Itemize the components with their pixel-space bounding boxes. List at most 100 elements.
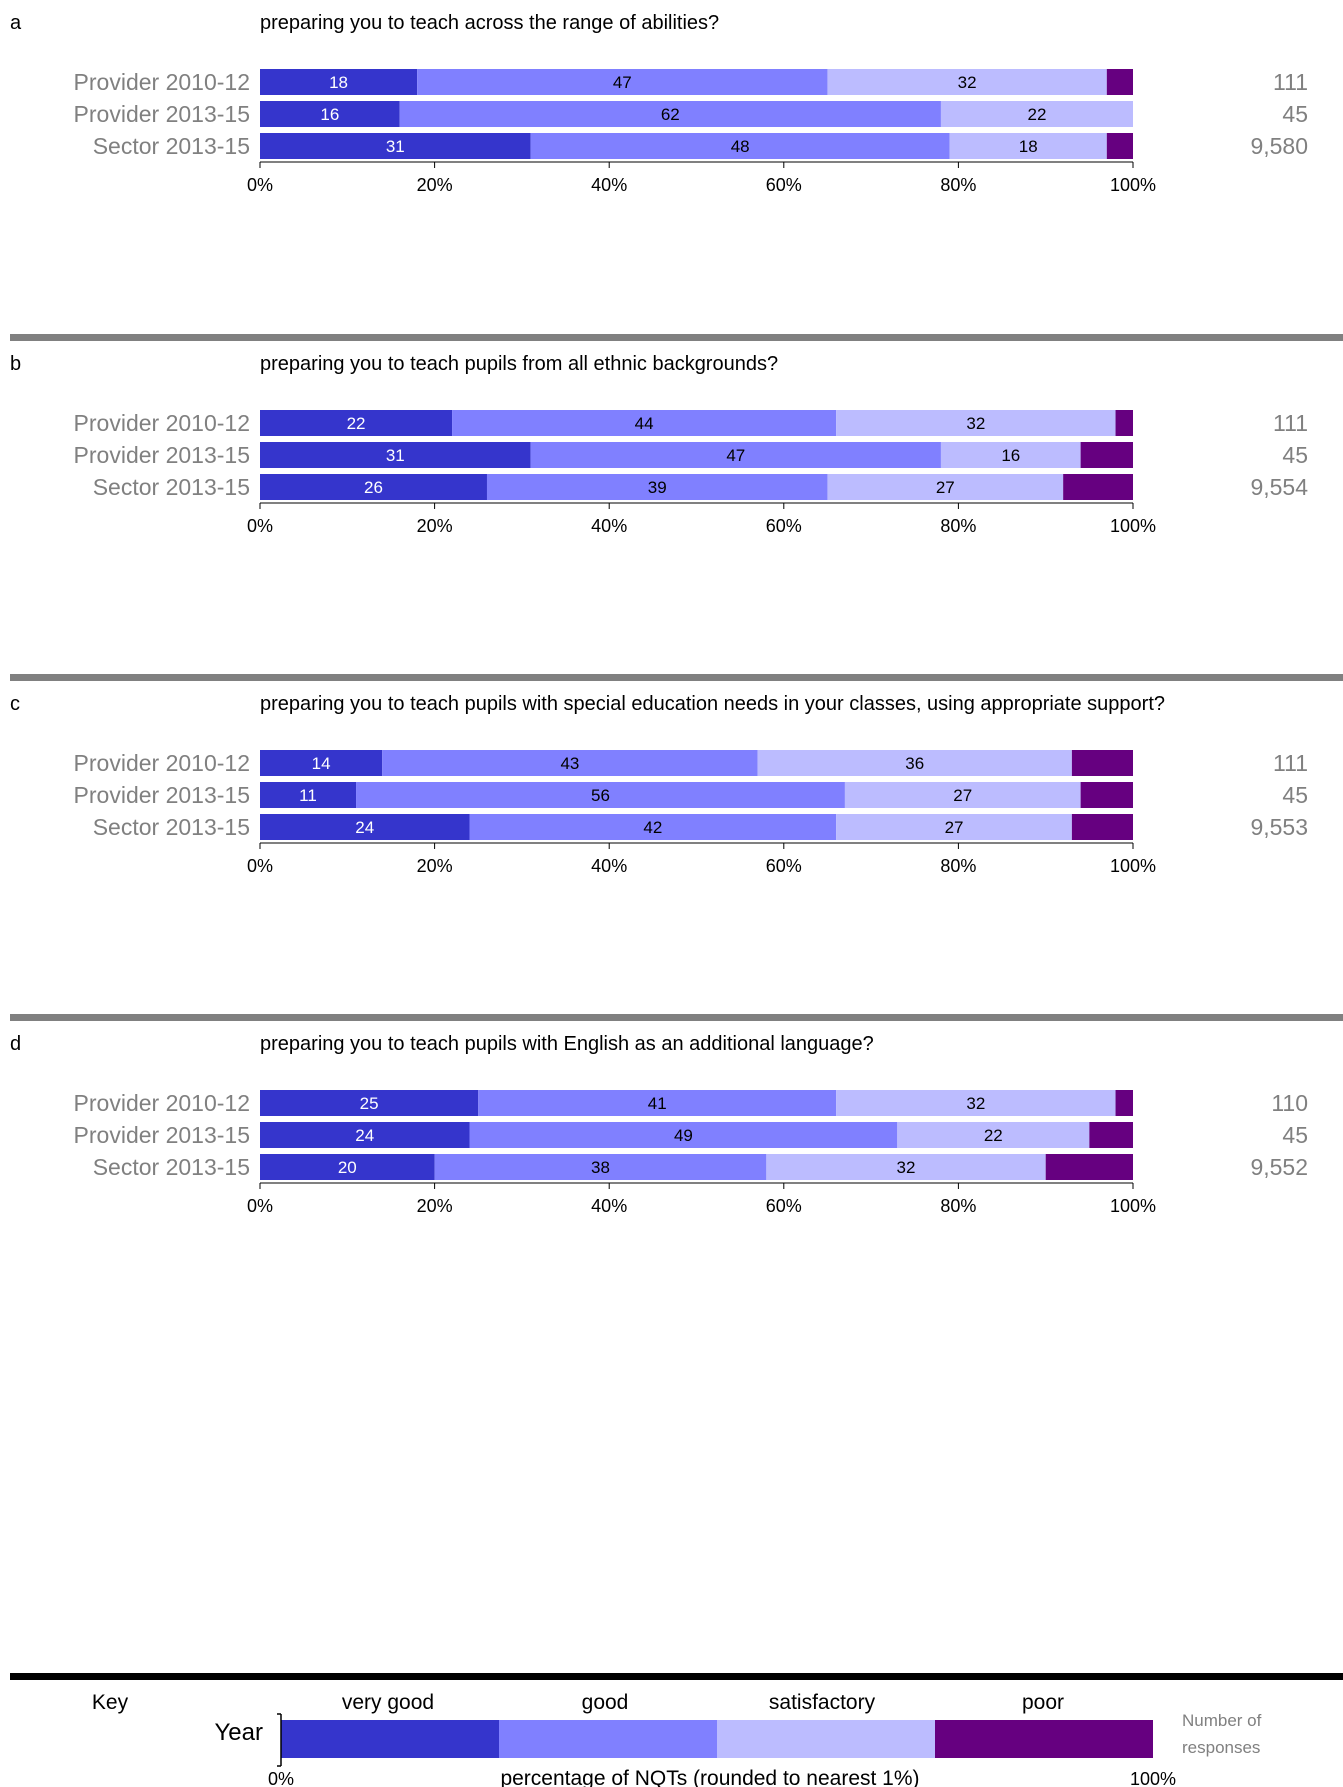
bar-segment-poor — [1115, 410, 1133, 436]
x-tick-label: 0% — [247, 856, 273, 876]
bar-segment-poor — [1045, 1154, 1133, 1180]
bar-segment-very-good — [260, 133, 531, 159]
panel-letter: b — [10, 353, 21, 375]
response-count: 45 — [1282, 101, 1308, 127]
response-count: 9,553 — [1250, 814, 1308, 840]
data-label: 41 — [648, 1094, 667, 1113]
panel-title: preparing you to teach pupils with Engli… — [260, 1033, 874, 1055]
bar-segment-good — [469, 1122, 898, 1148]
key-responses-label-1: Number of — [1182, 1711, 1262, 1730]
key-swatch-satisfactory — [717, 1720, 935, 1758]
x-tick-label: 20% — [417, 856, 453, 876]
x-tick-label: 80% — [940, 1196, 976, 1216]
x-tick-label: 0% — [247, 175, 273, 195]
data-label: 27 — [953, 786, 972, 805]
bar-segment-very-good — [260, 101, 400, 127]
bar-segment-satisfactory — [827, 69, 1107, 95]
x-tick-label: 20% — [417, 175, 453, 195]
bar-segment-very-good — [260, 69, 418, 95]
data-label: 16 — [1001, 446, 1020, 465]
chart-panels: a preparing you to teach across the range… — [10, 12, 1343, 1216]
bar-segment-satisfactory — [766, 1154, 1046, 1180]
bar-segment-very-good — [260, 474, 487, 500]
bar-segment-good — [469, 814, 837, 840]
data-label: 56 — [591, 786, 610, 805]
bar-segment-good — [452, 410, 837, 436]
panel-divider — [10, 334, 1343, 341]
bar-segment-very-good — [260, 782, 357, 808]
panel-letter: d — [10, 1033, 21, 1055]
data-label: 62 — [661, 105, 680, 124]
data-label: 32 — [958, 73, 977, 92]
bar-segment-good — [486, 474, 828, 500]
bar-segment-poor — [1080, 442, 1133, 468]
bar-segment-satisfactory — [757, 750, 1072, 776]
row-label: Sector 2013-15 — [93, 474, 250, 500]
bar-segment-satisfactory — [836, 814, 1072, 840]
response-count: 9,554 — [1250, 474, 1308, 500]
panel-a: a preparing you to teach across the range… — [10, 12, 1308, 195]
response-count: 45 — [1282, 442, 1308, 468]
row-label: Provider 2013-15 — [74, 101, 250, 127]
data-label: 22 — [984, 1126, 1003, 1145]
x-tick-label: 100% — [1110, 1196, 1156, 1216]
data-label: 14 — [312, 754, 331, 773]
bar-segment-poor — [1071, 814, 1133, 840]
key-axis-caption: percentage of NQTs (rounded to nearest 1… — [500, 1767, 919, 1787]
response-count: 110 — [1271, 1090, 1308, 1116]
response-count: 9,580 — [1250, 133, 1308, 159]
x-tick-label: 40% — [591, 856, 627, 876]
data-label: 32 — [966, 414, 985, 433]
x-tick-label: 80% — [940, 516, 976, 536]
bar-segment-poor — [1115, 1090, 1133, 1116]
panel-divider — [10, 1014, 1343, 1021]
panel-b: b preparing you to teach pupils from all … — [10, 334, 1343, 536]
row-label: Provider 2013-15 — [74, 1122, 250, 1148]
key-year-label: Year — [215, 1719, 264, 1746]
response-count: 9,552 — [1250, 1154, 1308, 1180]
data-label: 39 — [648, 478, 667, 497]
x-tick-label: 20% — [417, 1196, 453, 1216]
x-tick-label: 60% — [766, 516, 802, 536]
x-tick-label: 0% — [247, 1196, 273, 1216]
key-category-satisfactory: satisfactory — [769, 1691, 876, 1714]
bar-segment-good — [478, 1090, 837, 1116]
data-label: 49 — [674, 1126, 693, 1145]
data-label: 43 — [560, 754, 579, 773]
panel-title: preparing you to teach pupils from all e… — [260, 353, 778, 375]
bar-segment-good — [417, 69, 828, 95]
bar-segment-poor — [1080, 782, 1133, 808]
row-label: Provider 2013-15 — [74, 442, 250, 468]
x-tick-label: 60% — [766, 1196, 802, 1216]
bar-segment-satisfactory — [836, 1090, 1116, 1116]
data-label: 22 — [347, 414, 366, 433]
panel-d: d preparing you to teach pupils with Engl… — [10, 1014, 1343, 1216]
row-label: Sector 2013-15 — [93, 1154, 250, 1180]
bar-segment-very-good — [260, 1090, 479, 1116]
x-tick-label: 40% — [591, 1196, 627, 1216]
bar-segment-very-good — [260, 1154, 435, 1180]
data-label: 48 — [731, 137, 750, 156]
data-label: 24 — [355, 1126, 374, 1145]
x-tick-label: 20% — [417, 516, 453, 536]
bar-segment-satisfactory — [827, 474, 1064, 500]
data-label: 27 — [945, 818, 964, 837]
bar-segment-satisfactory — [844, 782, 1081, 808]
bar-segment-satisfactory — [940, 101, 1133, 127]
x-tick-label: 100% — [1110, 856, 1156, 876]
key-swatch-good — [499, 1720, 717, 1758]
row-label: Provider 2010-12 — [74, 69, 250, 95]
bar-segment-satisfactory — [940, 442, 1081, 468]
panel-letter: c — [10, 693, 20, 715]
bar-segment-poor — [1063, 474, 1133, 500]
x-tick-label: 80% — [940, 175, 976, 195]
bar-segment-satisfactory — [897, 1122, 1090, 1148]
response-count: 45 — [1282, 1122, 1308, 1148]
data-label: 42 — [643, 818, 662, 837]
data-label: 16 — [320, 105, 339, 124]
data-label: 36 — [905, 754, 924, 773]
data-label: 18 — [1019, 137, 1038, 156]
bar-segment-satisfactory — [949, 133, 1107, 159]
bar-segment-good — [356, 782, 845, 808]
data-label: 31 — [386, 446, 405, 465]
